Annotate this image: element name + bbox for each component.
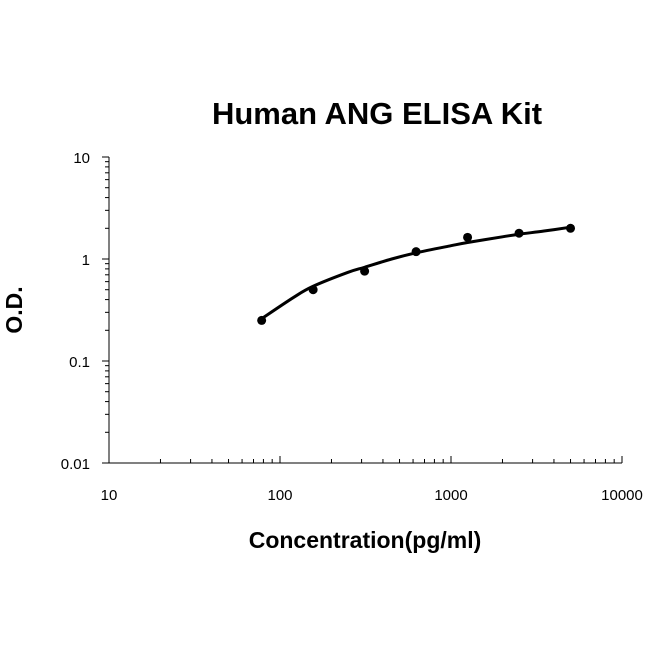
plot-area	[257, 223, 576, 325]
x-axis-title: Concentration(pg/ml)	[249, 527, 482, 553]
y-axis-title: O.D.	[1, 286, 27, 333]
data-point	[308, 285, 318, 295]
y-tick-label: 10	[73, 150, 90, 167]
y-tick-label: 0.1	[69, 354, 90, 371]
axes	[108, 157, 622, 464]
y-major-ticks	[102, 156, 109, 464]
x-tick-label: 100	[267, 487, 292, 504]
y-minor-ticks	[105, 161, 109, 433]
chart-title: Human ANG ELISA Kit	[212, 96, 542, 131]
data-point	[257, 315, 267, 325]
x-major-ticks	[108, 456, 623, 463]
x-tick-labels: 10 100 1000 10000	[101, 487, 643, 504]
data-point	[463, 232, 473, 242]
data-point	[411, 247, 421, 257]
x-tick-label: 10	[101, 487, 118, 504]
data-point	[514, 228, 524, 238]
y-tick-label: 1	[82, 252, 90, 269]
data-point	[566, 223, 576, 233]
x-tick-label: 1000	[434, 487, 467, 504]
y-tick-label: 0.01	[61, 456, 90, 473]
x-tick-label: 10000	[601, 487, 643, 504]
x-minor-ticks	[159, 459, 615, 463]
data-point	[360, 266, 370, 276]
y-tick-labels: 0.01 0.1 1 10	[61, 150, 90, 473]
fit-curve	[260, 225, 571, 320]
